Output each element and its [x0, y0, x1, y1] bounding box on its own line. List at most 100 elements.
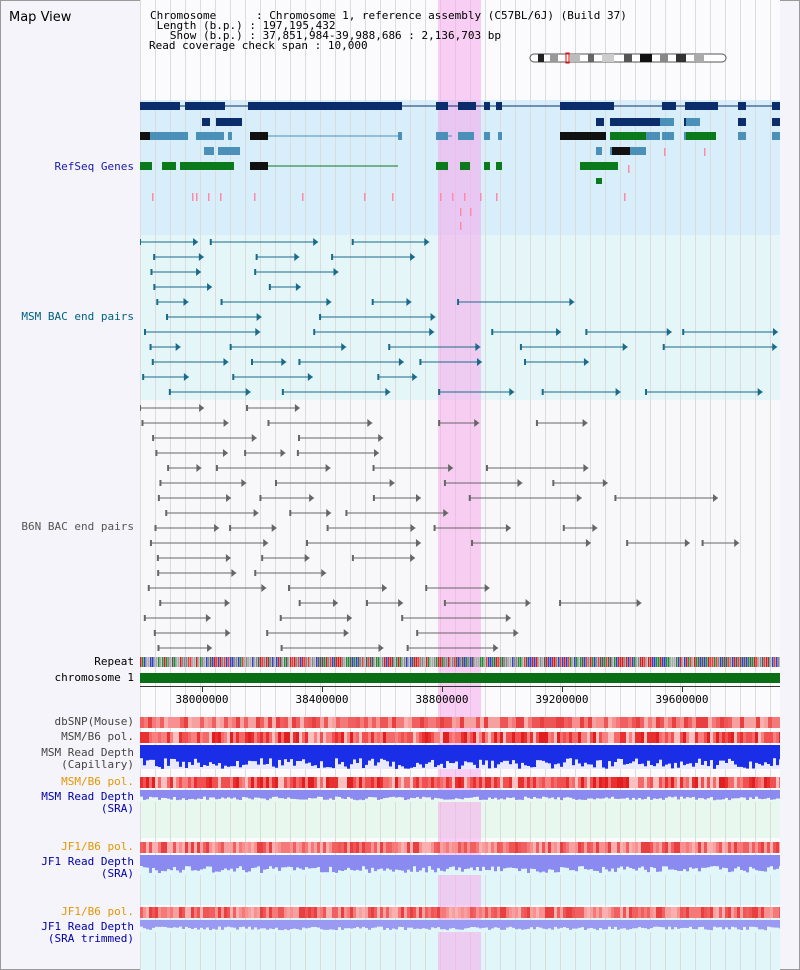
- jf1-b6-pol-heat-cell: [266, 842, 269, 853]
- repeat-mark: [322, 657, 324, 667]
- jf1-b6-pol-heat-cell: [551, 842, 554, 853]
- gene-exon[interactable]: [180, 162, 234, 170]
- gene-exon[interactable]: [484, 132, 490, 140]
- gene-exon[interactable]: [660, 118, 674, 126]
- gene-exon[interactable]: [436, 162, 448, 170]
- gene-exon[interactable]: [484, 162, 490, 170]
- gene-exon[interactable]: [216, 118, 242, 126]
- jf1-b6-pol-heat-cell: [653, 842, 656, 853]
- jf1-b6-pol-heat-cell: [644, 907, 647, 918]
- jf1-b6-pol-heat-cell: [284, 842, 287, 853]
- genome-tracks[interactable]: [140, 0, 780, 970]
- repeat-mark: [622, 657, 624, 667]
- gene-exon[interactable]: [610, 118, 660, 126]
- msm-depth-capillary-bar: [179, 745, 182, 767]
- msm-b6-pol-heat-cell: [422, 732, 425, 743]
- msm-depth-sra-bar: [236, 790, 239, 800]
- msm-b6-pol-heat-cell: [623, 777, 626, 788]
- jf1-depth-trimmed-bar: [659, 920, 662, 928]
- gene-exon[interactable]: [686, 132, 716, 140]
- gene-exon[interactable]: [580, 162, 618, 170]
- msm-b6-pol-heat-cell: [599, 777, 602, 788]
- repeat-mark: [752, 657, 754, 667]
- jf1-b6-pol-heat-cell: [149, 907, 152, 918]
- msm-depth-capillary-bar: [257, 745, 260, 765]
- repeat-mark: [770, 657, 772, 667]
- repeat-mark: [758, 657, 760, 667]
- gene-exon[interactable]: [458, 132, 474, 140]
- jf1-b6-pol-heat-cell: [506, 842, 509, 853]
- chromosome-ideogram[interactable]: [528, 52, 730, 64]
- msm-bac-pair-end: [412, 373, 418, 381]
- gene-exon[interactable]: [202, 118, 210, 126]
- gene-exon[interactable]: [686, 118, 700, 126]
- jf1-depth-sra-bar: [359, 855, 362, 871]
- msm-b6-pol-heat-cell: [548, 777, 551, 788]
- msm-b6-pol-heat-cell: [572, 732, 575, 743]
- gene-exon[interactable]: [772, 132, 780, 140]
- jf1-b6-pol-heat-cell: [377, 842, 380, 853]
- repeat-mark: [636, 657, 638, 667]
- gene-exon[interactable]: [150, 132, 164, 140]
- gene-exon[interactable]: [250, 132, 268, 140]
- gene-exon[interactable]: [662, 132, 674, 140]
- gene-exon[interactable]: [140, 132, 150, 140]
- gene-exon[interactable]: [250, 162, 268, 170]
- gene-exon[interactable]: [596, 147, 602, 155]
- gene-exon[interactable]: [496, 162, 502, 170]
- msm-bac-pair-end: [351, 239, 354, 245]
- jf1-b6-pol-heat-cell: [458, 842, 461, 853]
- gene-exon[interactable]: [140, 162, 152, 170]
- gene-exon[interactable]: [772, 118, 780, 126]
- gene-exon[interactable]: [228, 132, 232, 140]
- jf1-depth-sra-bar: [302, 855, 305, 870]
- jf1-depth-trimmed-bar: [407, 920, 410, 928]
- gene-exon[interactable]: [436, 132, 448, 140]
- chromosome-bar[interactable]: [140, 673, 780, 683]
- gene-exon[interactable]: [612, 147, 630, 155]
- msm-depth-capillary-bar: [374, 745, 377, 766]
- msm-b6-pol-heat-cell: [170, 732, 173, 743]
- gene-exon[interactable]: [398, 132, 402, 140]
- msm-b6-pol-heat-cell: [635, 777, 638, 788]
- jf1-depth-sra-bar: [260, 855, 263, 873]
- gene-exon[interactable]: [560, 132, 606, 140]
- msm-depth-sra-bar: [719, 790, 722, 800]
- b6n-bac-pair-end: [147, 585, 150, 591]
- jf1-depth-trimmed-bar: [713, 920, 716, 927]
- gene-exon[interactable]: [460, 162, 470, 170]
- msm-depth-capillary-bar: [587, 745, 590, 765]
- gene-exon[interactable]: [204, 147, 214, 155]
- msm-b6-pol-heat-cell: [323, 732, 326, 743]
- msm-b6-pol-heat-cell: [266, 777, 269, 788]
- gene-exon[interactable]: [218, 147, 240, 155]
- gene-exon[interactable]: [738, 132, 746, 140]
- gene-exon[interactable]: [196, 132, 224, 140]
- msm-depth-sra-bar: [749, 790, 752, 798]
- gene-exon[interactable]: [498, 132, 502, 140]
- gene-exon[interactable]: [610, 132, 646, 140]
- msm-depth-sra-bar: [638, 790, 641, 799]
- gene-exon[interactable]: [162, 162, 176, 170]
- jf1-b6-pol-heat-cell: [245, 842, 248, 853]
- msm-b6-pol-heat-cell: [323, 777, 326, 788]
- jf1-b6-pol-heat-cell: [281, 842, 284, 853]
- repeat-mark: [238, 657, 240, 667]
- jf1-b6-pol-heat-cell: [194, 842, 197, 853]
- gene-exon[interactable]: [596, 178, 602, 184]
- msm-depth-sra-bar: [443, 790, 446, 800]
- gene-exon[interactable]: [164, 132, 188, 140]
- jf1-depth-trimmed-bar: [563, 920, 566, 928]
- jf1-b6-pol-heat-cell: [740, 842, 743, 853]
- repeat-mark: [574, 657, 576, 667]
- b6n-bac-pair-end: [215, 465, 218, 471]
- dbsnp-heat-cell: [660, 717, 664, 728]
- msm-b6-pol-heat-cell: [596, 732, 599, 743]
- gene-exon[interactable]: [738, 118, 746, 126]
- jf1-b6-pol-heat-cell: [275, 842, 278, 853]
- jf1-depth-trimmed-bar: [173, 920, 176, 928]
- gene-exon[interactable]: [596, 118, 604, 126]
- msm-b6-pol-heat-cell: [704, 777, 707, 788]
- msm-bac-pair-end: [773, 328, 778, 336]
- msm-b6-pol-heat-cell: [284, 732, 287, 743]
